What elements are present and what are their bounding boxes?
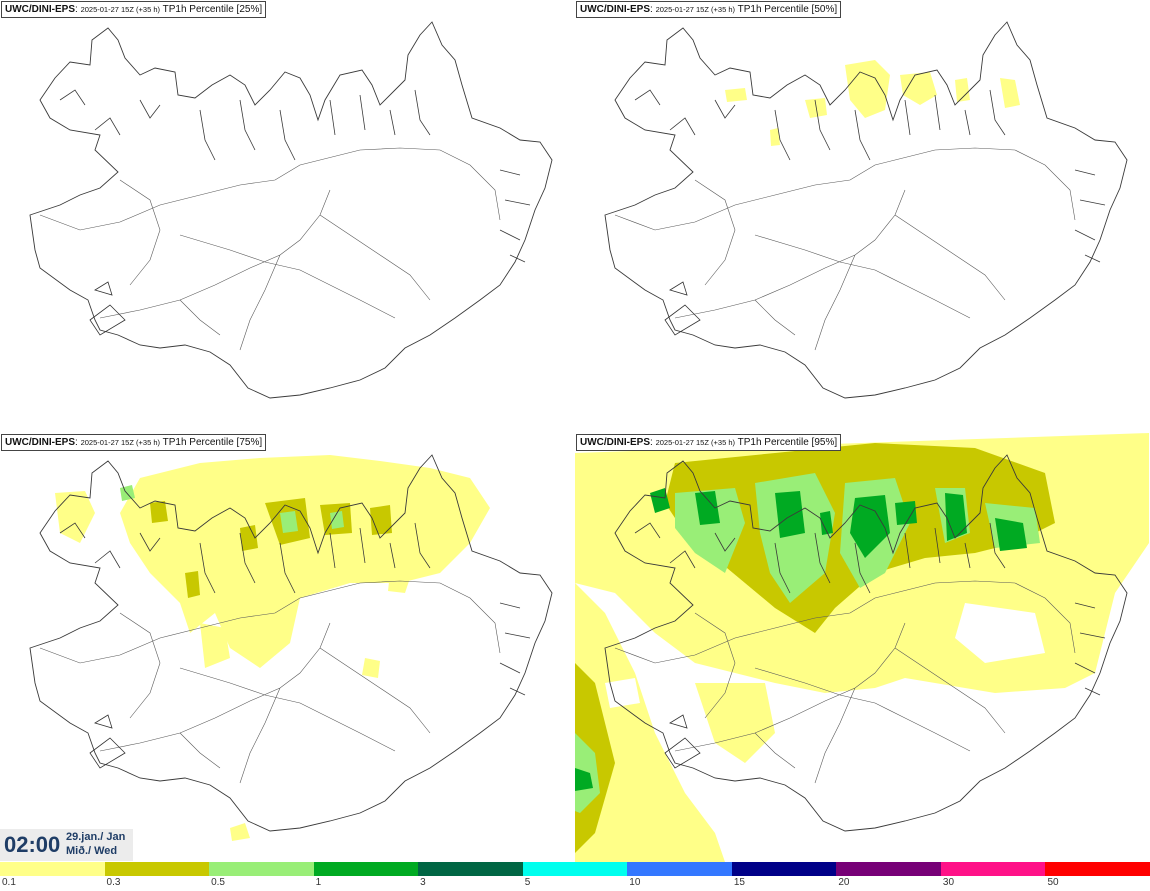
iceland-map — [604, 21, 1128, 399]
field-name: TP1h Percentile — [737, 4, 809, 15]
legend-swatch — [209, 862, 314, 876]
legend-swatch — [313, 862, 419, 876]
legend-tick-label: 30 — [942, 877, 955, 888]
precip-field — [575, 433, 1149, 862]
model-name: UWC/DINI-EPS — [580, 437, 650, 448]
color-legend-bar — [0, 862, 1150, 876]
valid-date-line2: Mið./ Wed — [66, 845, 118, 857]
iceland-map — [29, 21, 553, 399]
legend-swatch — [104, 862, 210, 876]
panel-title: UWC/DINI-EPS: 2025-01-27 15Z (+35 h) TP1… — [576, 434, 842, 451]
color-legend-ticks: 0.1 0.3 0.5 1 3 5 10 15 20 30 50 — [0, 877, 1150, 891]
legend-tick-label: 50 — [1047, 877, 1059, 888]
legend-swatch — [731, 862, 837, 876]
legend-swatch — [940, 862, 1046, 876]
map-panel-50: UWC/DINI-EPS: 2025-01-27 15Z (+35 h) TP1… — [575, 0, 1149, 429]
valid-time: 02:00 — [4, 832, 61, 857]
model-name: UWC/DINI-EPS — [580, 4, 650, 15]
iceland-map — [575, 433, 1149, 862]
percentile-label: [25%] — [236, 4, 263, 15]
legend-swatch — [522, 862, 628, 876]
panel-title: UWC/DINI-EPS: 2025-01-27 15Z (+35 h) TP1… — [576, 1, 842, 18]
percentile-label: [95%] — [811, 437, 838, 448]
legend-tick-label: 0.5 — [211, 877, 225, 888]
panel-title: UWC/DINI-EPS: 2025-01-27 15Z (+35 h) TP1… — [1, 434, 267, 451]
valid-date-line1: 29.jan./ Jan — [66, 831, 126, 843]
map-panel-25: UWC/DINI-EPS: 2025-01-27 15Z (+35 h) TP1… — [0, 0, 574, 429]
run-time: 2025-01-27 15Z (+35 h) — [655, 5, 735, 14]
run-time: 2025-01-27 15Z (+35 h) — [80, 5, 160, 14]
panel-title: UWC/DINI-EPS: 2025-01-27 15Z (+35 h) TP1… — [1, 1, 267, 18]
model-name: UWC/DINI-EPS — [5, 437, 75, 448]
legend-swatch — [418, 862, 523, 876]
legend-swatch — [836, 862, 941, 876]
field-name: TP1h Percentile — [162, 437, 234, 448]
legend-tick-label: 0.3 — [106, 877, 121, 888]
precip-field — [55, 455, 490, 841]
legend-tick-label: 1 — [315, 877, 322, 888]
run-time: 2025-01-27 15Z (+35 h) — [80, 438, 160, 447]
legend-swatch — [1045, 862, 1150, 876]
model-name: UWC/DINI-EPS — [5, 4, 75, 15]
field-name: TP1h Percentile — [737, 437, 809, 448]
legend-tick-label: 3 — [420, 877, 426, 888]
run-time: 2025-01-27 15Z (+35 h) — [655, 438, 735, 447]
iceland-map — [29, 454, 553, 841]
legend-swatch — [627, 862, 732, 876]
map-panel-95: UWC/DINI-EPS: 2025-01-27 15Z (+35 h) TP1… — [575, 433, 1149, 862]
percentile-label: [75%] — [236, 437, 263, 448]
percentile-label: [50%] — [811, 4, 838, 15]
legend-tick-label: 20 — [838, 877, 850, 888]
legend-swatch — [0, 862, 105, 876]
legend-tick-label: 15 — [733, 877, 745, 888]
precip-field — [725, 60, 1020, 146]
map-panel-75: UWC/DINI-EPS: 2025-01-27 15Z (+35 h) TP1… — [0, 433, 574, 862]
legend-tick-label: 0.1 — [2, 877, 16, 888]
field-name: TP1h Percentile — [162, 4, 234, 15]
legend-tick-label: 5 — [524, 877, 531, 888]
legend-tick-label: 10 — [629, 877, 641, 888]
valid-time-box: 02:00 29.jan./ Jan Mið./ Wed — [0, 829, 133, 861]
